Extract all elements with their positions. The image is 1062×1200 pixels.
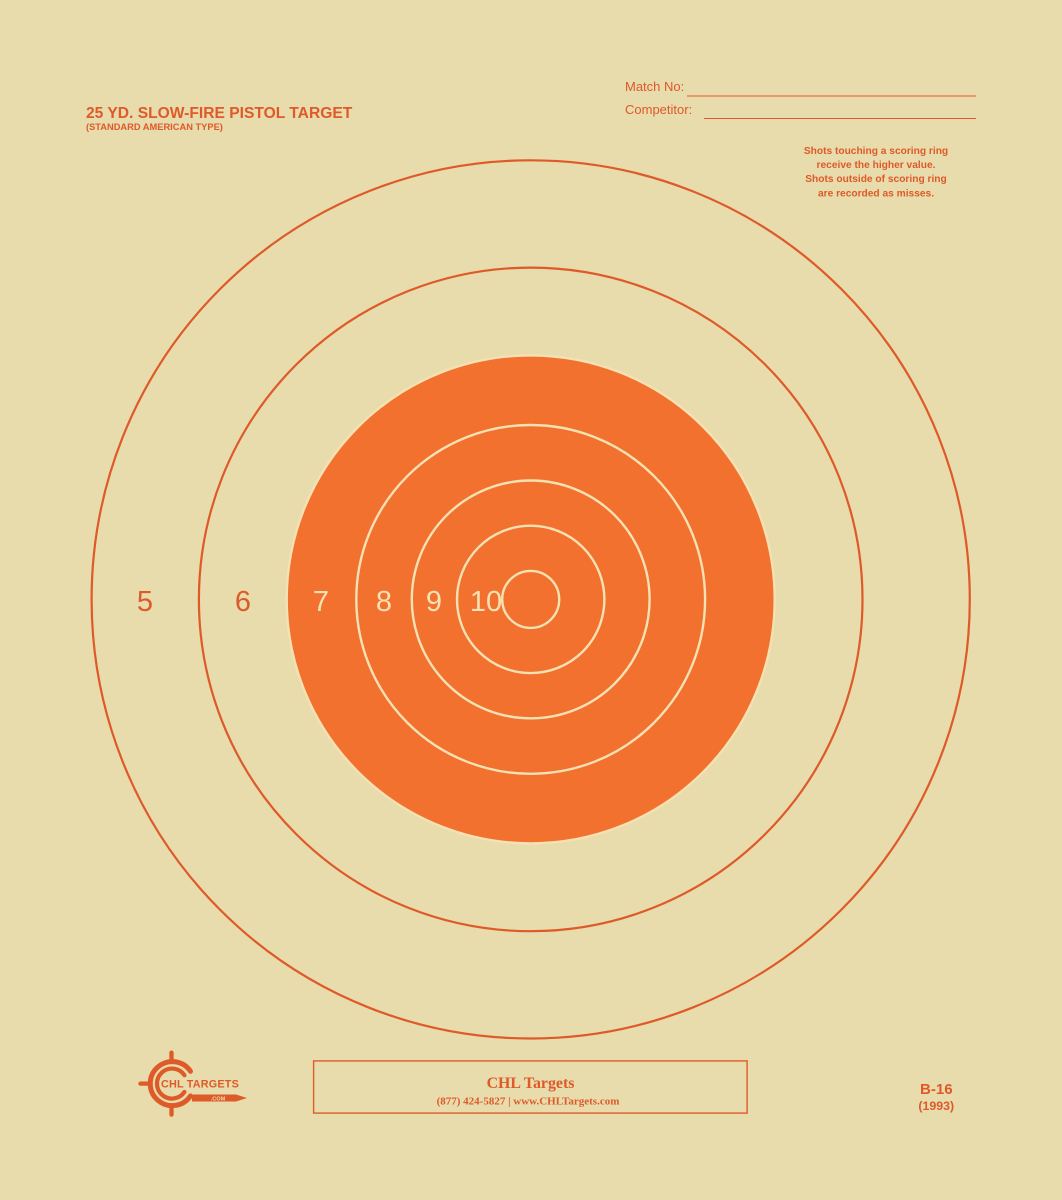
svg-text:5: 5 xyxy=(137,586,153,618)
svg-text:7: 7 xyxy=(313,586,329,618)
svg-text:(STANDARD AMERICAN TYPE): (STANDARD AMERICAN TYPE) xyxy=(86,122,223,132)
svg-text:Match No:: Match No: xyxy=(625,79,684,94)
svg-text:Competitor:: Competitor: xyxy=(625,102,692,117)
svg-text:9: 9 xyxy=(426,586,442,618)
svg-text:CHL TARGETS: CHL TARGETS xyxy=(161,1079,239,1091)
svg-text:B-16: B-16 xyxy=(920,1081,953,1098)
svg-text:CHL Targets: CHL Targets xyxy=(487,1075,575,1092)
svg-text:Shots touching a scoring ring: Shots touching a scoring ring xyxy=(804,146,948,157)
svg-text:receive the higher value.: receive the higher value. xyxy=(817,160,936,171)
svg-text:(877) 424-5827 | www.CHLTarg: (877) 424-5827 | www.CHLTargets.com xyxy=(437,1096,620,1108)
svg-text:.COM: .COM xyxy=(211,1097,226,1103)
svg-text:(1993): (1993) xyxy=(918,1099,954,1113)
svg-text:Shots outside of scoring ring: Shots outside of scoring ring xyxy=(805,174,947,185)
svg-text:are recorded as misses.: are recorded as misses. xyxy=(818,188,934,199)
svg-text:8: 8 xyxy=(376,586,392,618)
svg-text:6: 6 xyxy=(235,586,251,618)
svg-text:10: 10 xyxy=(470,586,502,618)
svg-text:25 YD. SLOW-FIRE PISTOL TARGET: 25 YD. SLOW-FIRE PISTOL TARGET xyxy=(86,105,353,122)
